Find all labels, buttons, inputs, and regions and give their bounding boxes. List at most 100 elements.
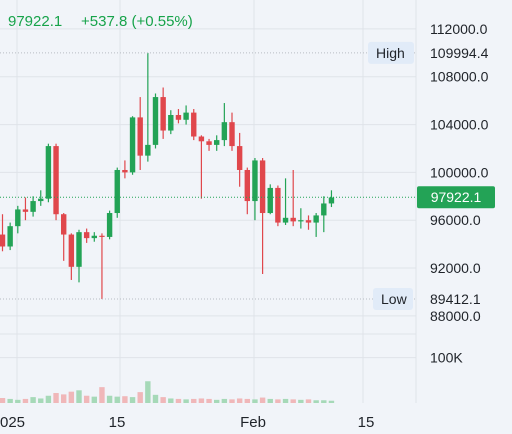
volume-bar [275,399,281,403]
price-tick-label: 100000.0 [430,164,489,180]
time-axis: 025 15 Feb 15 [0,414,374,431]
candle-body [198,136,205,142]
candle-body [168,115,174,131]
volume-bars [0,381,335,403]
candle-body [259,160,266,214]
volume-bar [298,399,304,403]
last-price: 97922.1 [8,13,62,30]
current-price-value: 97922.1 [431,189,482,205]
candle-body [236,146,243,170]
low-value: 89412.1 [430,291,481,307]
candle-body [183,112,189,120]
candle-body [275,187,281,223]
volume-bar [290,399,296,403]
volume-bar [328,400,335,403]
candles [0,52,335,300]
volume-bar [175,398,182,403]
current-price-marker: 97922.1 [0,186,495,209]
candle-body [152,97,159,145]
volume-bar [214,399,220,403]
candle-body [160,97,166,131]
volume-bar [91,396,97,403]
candle-body [328,197,335,204]
volume-bar [191,398,197,403]
candle-body [122,169,128,173]
volume-bar [83,395,90,403]
volume-bar [313,400,319,403]
low-label: Low [381,291,408,307]
candle-body [244,169,250,202]
candle-body [252,160,258,202]
volume-bar [206,398,212,403]
volume-bar [236,398,243,403]
candle-body [61,214,67,235]
current-price-badge [417,186,495,209]
candle-body [313,215,319,223]
volume-bar [267,398,273,403]
candle-body [45,146,52,199]
price-tick-label: 88000.0 [430,308,481,324]
volume-bar [221,398,228,403]
volume-bar [15,399,21,403]
candle-body [175,115,182,120]
price-tick-label: 96000.0 [430,212,481,228]
time-tick-label: 15 [358,414,375,431]
price-change: +537.8 (+0.55%) [81,13,193,30]
candle-body [298,220,304,222]
candle-body [229,122,235,147]
volume-bar [61,394,67,403]
candle-body [282,217,289,223]
candle-body [267,187,273,214]
volume-bar [53,393,59,403]
candle-body [38,198,44,202]
candle-body [22,209,29,212]
volume-bar [305,399,312,403]
candle-body [114,169,120,214]
volume-bar [252,399,258,403]
candle-body [214,140,220,145]
high-value: 109994.4 [430,45,489,61]
price-tick-label: 104000.0 [430,117,489,133]
time-tick-label: 15 [109,414,126,431]
volume-bar [160,397,166,403]
volume-bar [137,392,143,403]
candle-body [106,213,113,237]
time-tick-label: 025 [0,414,25,431]
volume-bar [168,398,174,403]
low-label-bg [373,287,413,310]
volume-tick-label: 100K [430,350,463,366]
high-label-bg [368,41,414,64]
volume-bar [183,399,189,403]
candle-body [53,146,59,215]
candle-body [206,141,212,145]
candle-body [305,220,312,223]
volume-bar [282,398,289,403]
volume-bar [152,394,159,403]
volume-bar [145,381,151,403]
volume-bar [122,396,128,403]
volume-bar [7,398,13,403]
volume-bar [114,396,120,403]
candle-body [221,122,228,141]
grid-lines [0,0,417,403]
candle-body [15,209,21,227]
volume-bar [244,398,250,403]
price-tick-label: 108000.0 [430,69,489,85]
candle-body [0,234,6,247]
volume-bar [30,397,36,403]
candle-body [145,144,151,156]
volume-bar [129,397,136,403]
candle-body [83,232,90,239]
volume-bar [22,398,29,403]
candle-body [129,117,136,173]
candle-body [91,235,97,239]
candle-body [76,232,82,267]
volume-axis: 100K [430,350,463,366]
high-marker: High 109994.4 [0,41,489,64]
volume-bar [99,387,105,403]
candle-body [321,203,327,216]
header: 97922.1 +537.8 (+0.55%) [8,13,193,30]
volume-bar [38,398,44,403]
high-label: High [376,45,405,61]
